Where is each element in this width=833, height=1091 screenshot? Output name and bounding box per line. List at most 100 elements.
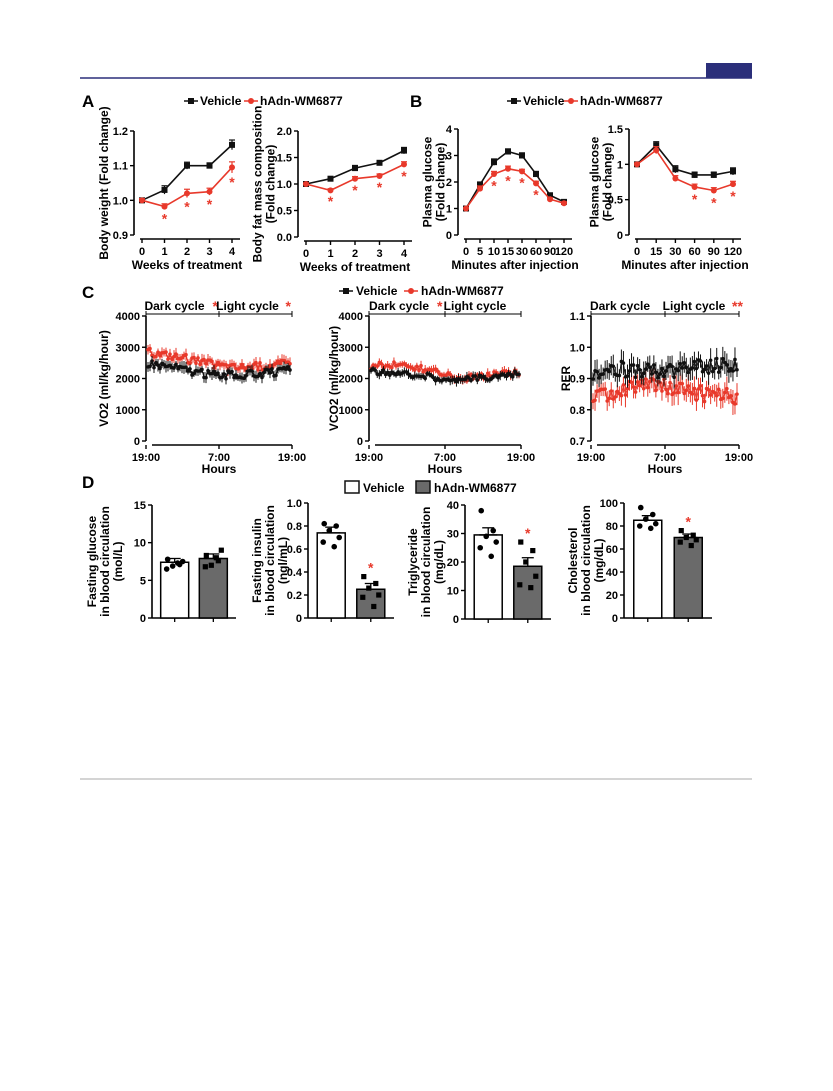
- series-line-vehicle: [147, 359, 291, 381]
- significance-marker: *: [686, 514, 692, 530]
- data-point-treated: [463, 205, 469, 212]
- y-tick-label: 1.0: [570, 342, 585, 354]
- data-point-treated: [672, 175, 679, 182]
- y-tick-label: 0.2: [287, 590, 302, 602]
- data-point-treated: [360, 594, 366, 600]
- data-point-treated: [361, 574, 367, 580]
- data-point-treated: [691, 183, 698, 190]
- y-axis-label: Fasting glucose: [85, 516, 99, 608]
- bar-vehicle: [159, 561, 190, 619]
- data-point-treated: [366, 585, 372, 591]
- data-point-vehicle: [533, 171, 539, 178]
- significance-marker: *: [692, 191, 698, 207]
- legend-a: Vehicle hAdn-WM6877: [184, 94, 343, 108]
- data-point-treated: [530, 548, 536, 554]
- legend-c-treated-marker: [408, 288, 414, 294]
- legend-d-treated-swatch: [415, 480, 431, 494]
- y-axis-label: Plasma glucose: [421, 136, 435, 227]
- data-point-vehicle: [229, 141, 235, 148]
- y-tick-label: 1.1: [570, 311, 585, 323]
- chart-d3: 0 10 20 30 40 Triglyceride in blood circulatio…: [406, 500, 551, 626]
- y-tick-label: 10: [134, 538, 146, 550]
- y-axis-label: in blood circulation: [579, 505, 593, 616]
- y-tick-label: 0.8: [570, 405, 585, 417]
- data-point-vehicle: [636, 523, 643, 529]
- y-tick-label: 1.5: [277, 153, 292, 165]
- significance-marker: *: [401, 168, 407, 184]
- legend-b: Vehicle hAdn-WM6877: [507, 94, 663, 108]
- y-tick-label: 2000: [339, 374, 363, 386]
- y-axis-label: (mg/dL): [432, 540, 446, 584]
- data-point-treated: [202, 564, 208, 570]
- legend-b-vehicle-label: Vehicle: [523, 94, 565, 108]
- y-tick-label: 2.0: [277, 126, 292, 138]
- x-tick-label: 2: [352, 248, 358, 260]
- data-point-treated: [203, 552, 209, 559]
- data-point-vehicle: [352, 165, 358, 172]
- legend-a-treated-label: hAdn-WM6877: [260, 94, 343, 108]
- data-point-treated: [690, 532, 696, 538]
- significance-marker: *: [533, 186, 539, 202]
- bar-vehicle: [316, 532, 346, 619]
- y-axis-label: VCO2 (ml/kg/hour): [327, 326, 341, 431]
- data-point-treated: [653, 147, 660, 154]
- x-tick-label: 3: [376, 248, 382, 260]
- dark-cycle-significance: *: [437, 298, 443, 314]
- chart-d4: 0 20 40 60 80 100 Cholesterol in blood circulat…: [566, 498, 712, 625]
- x-tick-label: 19:00: [132, 452, 160, 464]
- y-tick-label: 1.0: [277, 179, 292, 191]
- x-tick-label: 3: [206, 246, 212, 258]
- x-tick-label: 0: [303, 248, 309, 260]
- x-tick-label: 60: [688, 246, 700, 258]
- y-tick-label: 100: [600, 498, 618, 510]
- y-axis-label: Body fat mass composition: [251, 106, 265, 263]
- y-tick-label: 3000: [339, 342, 363, 354]
- data-point-treated: [677, 539, 683, 545]
- x-tick-label: 1: [161, 246, 167, 258]
- data-point-vehicle: [169, 563, 176, 569]
- y-tick-label: 0.9: [570, 374, 585, 386]
- data-point-treated: [683, 534, 689, 541]
- y-tick-label: 0.0: [277, 232, 292, 244]
- y-axis-label: (mg/dL): [592, 539, 606, 583]
- data-point-treated: [519, 168, 525, 175]
- significance-marker: *: [525, 525, 531, 541]
- y-axis-label: (Fold change): [434, 143, 448, 222]
- y-tick-label: 0: [453, 614, 459, 626]
- data-point-treated: [528, 585, 534, 591]
- data-point-vehicle: [331, 543, 338, 550]
- y-axis-label: in blood circulation: [263, 505, 277, 616]
- data-point-treated: [730, 181, 736, 188]
- data-point-vehicle: [591, 377, 595, 381]
- data-point-treated: [518, 539, 524, 545]
- y-tick-label: 1.2: [113, 126, 128, 138]
- y-tick-label: 15: [134, 500, 146, 512]
- y-tick-label: 80: [606, 521, 618, 533]
- data-point-vehicle: [376, 159, 383, 166]
- y-tick-label: 20: [606, 590, 618, 602]
- data-point-vehicle: [637, 504, 644, 511]
- legend-c-treated-label: hAdn-WM6877: [421, 284, 504, 298]
- data-point-vehicle: [710, 171, 717, 178]
- data-point-vehicle: [491, 159, 497, 166]
- significance-marker: *: [328, 193, 334, 209]
- significance-marker: *: [207, 196, 213, 212]
- y-tick-label: 0.9: [113, 230, 128, 242]
- y-tick-label: 1.0: [113, 195, 128, 207]
- data-point-vehicle: [401, 147, 407, 154]
- data-point-treated: [371, 603, 377, 610]
- y-axis-label: Plasma glucose: [588, 136, 602, 227]
- x-tick-label: 15: [502, 246, 514, 258]
- panel-label-c: C: [82, 283, 94, 302]
- x-tick-label: 15: [650, 246, 662, 258]
- x-axis-label: Weeks of treatment: [300, 260, 410, 274]
- series-line-vehicle: [636, 144, 734, 176]
- y-tick-label: 30: [447, 529, 459, 541]
- data-point-vehicle: [326, 527, 333, 534]
- data-point-treated: [634, 161, 640, 168]
- data-point-treated: [376, 592, 382, 598]
- data-point-treated: [373, 580, 379, 587]
- data-point-treated: [401, 161, 407, 168]
- y-axis-label: (mol/L): [111, 542, 125, 582]
